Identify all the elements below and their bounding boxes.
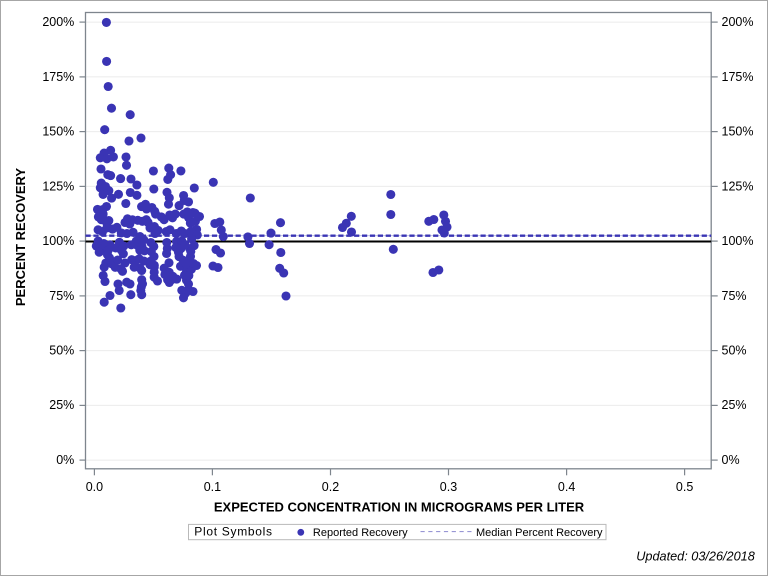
svg-text:PERCENT RECOVERY: PERCENT RECOVERY (13, 168, 28, 307)
svg-text:Median Percent Recovery: Median Percent Recovery (476, 527, 603, 539)
svg-text:0.2: 0.2 (322, 480, 339, 494)
svg-text:0.5: 0.5 (676, 480, 693, 494)
svg-text:0.3: 0.3 (440, 480, 457, 494)
svg-text:100%: 100% (42, 234, 74, 248)
svg-text:0.4: 0.4 (558, 480, 575, 494)
svg-text:0%: 0% (56, 453, 74, 467)
svg-text:200%: 200% (722, 15, 754, 29)
svg-text:100%: 100% (722, 234, 754, 248)
svg-text:125%: 125% (722, 179, 754, 193)
svg-text:150%: 150% (42, 125, 74, 139)
svg-text:175%: 175% (42, 70, 74, 84)
svg-text:75%: 75% (722, 289, 747, 303)
svg-text:75%: 75% (49, 289, 74, 303)
svg-text:25%: 25% (722, 398, 747, 412)
svg-text:25%: 25% (49, 398, 74, 412)
svg-text:Updated: 03/26/2018: Updated: 03/26/2018 (636, 550, 755, 564)
svg-text:0%: 0% (722, 453, 740, 467)
svg-text:Reported Recovery: Reported Recovery (313, 527, 408, 539)
svg-text:0.0: 0.0 (86, 480, 103, 494)
svg-text:EXPECTED CONCENTRATION IN MICR: EXPECTED CONCENTRATION IN MICROGRAMS PER… (214, 500, 585, 515)
svg-text:50%: 50% (722, 344, 747, 358)
svg-text:Plot Symbols: Plot Symbols (194, 525, 272, 539)
svg-text:50%: 50% (49, 344, 74, 358)
svg-text:0.1: 0.1 (204, 480, 221, 494)
svg-text:200%: 200% (42, 15, 74, 29)
svg-text:125%: 125% (42, 179, 74, 193)
svg-text:150%: 150% (722, 125, 754, 139)
svg-text:175%: 175% (722, 70, 754, 84)
